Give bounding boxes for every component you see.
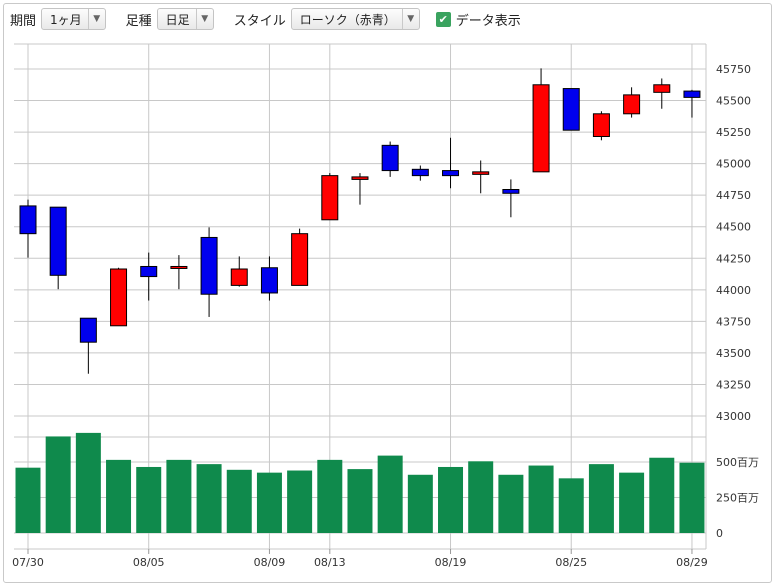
data-display-label: データ表示	[455, 13, 521, 29]
volume-bar	[619, 472, 645, 533]
volume-bar	[528, 465, 554, 533]
volume-bar	[75, 432, 101, 533]
volume-bar	[287, 470, 313, 533]
price-tick-label: 44250	[716, 252, 751, 265]
date-tick-label: 08/09	[254, 556, 286, 569]
price-tick-label: 43750	[716, 315, 751, 328]
volume-bar	[649, 457, 675, 533]
volume-bar	[438, 466, 464, 533]
date-tick-label: 08/29	[676, 556, 708, 569]
price-tick-label: 45750	[716, 63, 751, 76]
style-select-value: ローソク（赤青）	[299, 12, 396, 27]
price-tick-label: 45000	[716, 158, 751, 171]
period-select[interactable]: 1ヶ月 ▼	[41, 8, 106, 30]
volume-bar	[377, 455, 403, 533]
price-tick-label: 45250	[716, 126, 751, 139]
candle-body	[592, 113, 610, 138]
candle-type-select[interactable]: 日足 ▼	[156, 8, 214, 30]
price-tick-label: 45500	[716, 95, 751, 108]
volume-tick-label: 500百万	[716, 456, 759, 469]
checkmark-icon: ✔	[438, 12, 448, 26]
price-tick-label: 43000	[716, 410, 751, 423]
volume-bar	[468, 461, 494, 533]
volume-bar	[347, 469, 373, 533]
volume-tick-label: 250百万	[716, 492, 759, 505]
volume-bar	[166, 459, 192, 533]
candle-body	[562, 88, 580, 131]
candle-body	[472, 171, 490, 175]
price-tick-label: 44000	[716, 284, 751, 297]
volume-bar	[45, 436, 71, 533]
candle-body	[170, 265, 188, 269]
candle-body	[200, 236, 218, 295]
chevron-down-icon: ▼	[401, 9, 419, 29]
candle-body	[19, 205, 37, 235]
candle-body	[381, 144, 399, 172]
candle-body	[683, 90, 701, 98]
candle-body	[291, 233, 309, 286]
volume-bar	[588, 464, 614, 533]
volume-bar	[196, 464, 222, 533]
volume-bar	[136, 466, 162, 533]
price-tick-label: 43250	[716, 378, 751, 391]
candle-body	[351, 176, 369, 180]
volume-bar	[15, 467, 41, 533]
candle-body	[79, 317, 97, 343]
candle-body	[653, 84, 671, 93]
style-label: スタイル	[233, 13, 286, 29]
volume-tick-label: 0	[716, 527, 723, 540]
price-tick-label: 43500	[716, 347, 751, 360]
candle-body	[140, 265, 158, 278]
candle-body	[411, 168, 429, 177]
candle-body	[623, 94, 641, 115]
volume-bar	[256, 472, 282, 533]
date-tick-label: 08/05	[133, 556, 165, 569]
volume-bar	[679, 462, 705, 533]
date-tick-label: 08/13	[314, 556, 346, 569]
candle-body	[260, 267, 278, 294]
candle-body	[49, 206, 67, 276]
volume-bar	[106, 459, 132, 533]
data-display-checkbox[interactable]: ✔	[435, 11, 451, 27]
candle-body	[230, 268, 248, 286]
candle-body	[110, 268, 128, 327]
candle-body	[321, 175, 339, 221]
candle-body	[442, 170, 460, 177]
volume-bar	[317, 459, 343, 533]
volume-bar	[226, 469, 252, 533]
volume-bar	[498, 474, 524, 533]
volume-bar	[558, 478, 584, 533]
candle-type-label: 足種	[125, 13, 152, 29]
date-tick-label: 08/25	[555, 556, 587, 569]
price-tick-label: 44500	[716, 221, 751, 234]
chevron-down-icon: ▼	[195, 9, 213, 29]
candle-body	[532, 84, 550, 173]
date-tick-label: 08/19	[435, 556, 467, 569]
toolbar: 期間 1ヶ月 ▼ 足種 日足 ▼ スタイル ローソク（赤青） ▼ ✔ データ表示	[4, 4, 771, 34]
date-tick-label: 07/30	[12, 556, 44, 569]
period-select-value: 1ヶ月	[50, 12, 82, 27]
volume-bar	[407, 474, 433, 533]
period-label: 期間	[10, 13, 37, 29]
price-tick-label: 44750	[716, 189, 751, 202]
candle-type-select-value: 日足	[165, 12, 190, 27]
candle-body	[502, 189, 520, 194]
style-select[interactable]: ローソク（赤青） ▼	[290, 8, 420, 30]
chevron-down-icon: ▼	[87, 9, 105, 29]
